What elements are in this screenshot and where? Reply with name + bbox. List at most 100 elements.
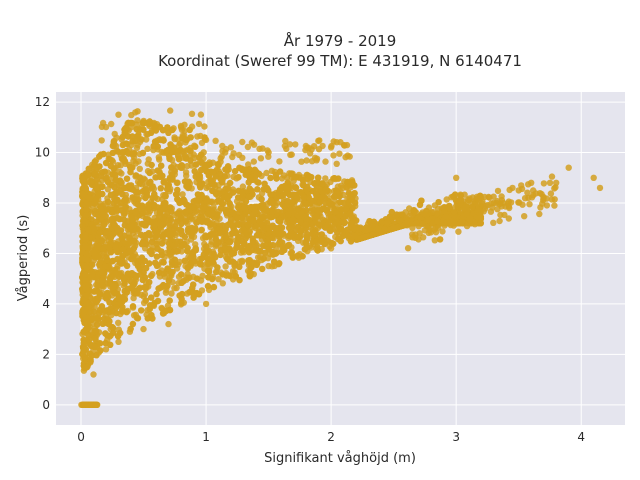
data-point [216,229,224,236]
data-point [134,315,142,322]
data-point [197,261,204,268]
data-point [84,171,92,179]
data-point [104,316,112,323]
data-point [252,222,260,230]
data-point [345,189,353,197]
data-point [153,253,161,260]
data-point [347,220,355,227]
data-point [209,259,217,266]
data-point [158,162,165,169]
data-point [89,261,96,268]
data-point [204,282,212,290]
data-point [215,276,222,283]
data-point [308,197,316,205]
data-point [226,179,234,187]
data-point [156,173,164,180]
data-point [263,206,270,213]
data-point [157,185,164,192]
data-point [104,256,111,264]
data-point [226,239,234,246]
data-point [184,162,191,170]
data-point [269,213,276,220]
data-point [178,299,185,307]
data-point [258,196,265,203]
data-point [331,208,338,215]
data-point [144,145,151,152]
data-point [172,191,180,198]
data-point [107,249,115,256]
data-point [156,269,163,276]
data-point [294,195,301,202]
data-point [160,216,167,223]
data-point [310,229,318,236]
data-point [93,327,100,335]
data-point [247,175,254,182]
data-point [119,252,127,260]
data-point [196,172,203,179]
data-point [148,161,155,169]
data-point [178,164,185,171]
data-point [79,222,86,229]
data-point [145,216,152,223]
data-point [229,222,236,229]
data-point [193,275,201,282]
data-point [148,238,156,246]
data-point [285,241,293,249]
data-point [178,271,185,278]
data-point [148,272,155,280]
data-point [302,186,309,194]
data-point [85,324,92,332]
data-point [209,275,216,283]
data-point [209,252,216,259]
data-point [101,229,109,236]
data-point [235,220,242,227]
data-point [128,255,135,263]
data-point [347,181,354,188]
data-point [133,189,140,196]
data-point [263,219,271,227]
chart-title-line1: År 1979 - 2019 [284,31,397,50]
data-point [221,226,229,234]
data-point [97,347,104,354]
data-point [130,294,137,302]
data-point [153,290,160,298]
data-point [129,320,137,328]
data-point [136,165,143,172]
data-point [222,248,230,256]
data-point [169,126,176,134]
data-point [203,196,211,204]
data-point [288,249,295,256]
data-point [102,330,109,337]
data-point [275,208,282,216]
data-point [203,254,210,261]
data-point [254,186,261,193]
data-point [117,300,124,307]
data-point [97,206,105,213]
data-point [263,169,270,177]
data-point [112,269,120,277]
data-point [275,217,282,224]
data-point [284,198,291,205]
data-point [154,204,162,211]
data-point [230,173,237,181]
data-point [327,214,334,221]
data-point [91,158,99,165]
data-point [146,118,153,125]
data-point [146,169,153,177]
data-point [122,204,129,211]
data-point [331,175,338,182]
data-point [267,191,274,198]
data-point [209,187,216,195]
data-point [246,272,253,279]
chart-title-line2: Koordinat (Sweref 99 TM): E 431919, N 61… [158,52,522,70]
data-point [133,196,140,203]
data-point [184,264,191,271]
data-point [187,254,194,261]
data-point [281,203,288,210]
data-point [151,190,158,198]
data-point [224,255,231,263]
data-point [203,168,210,175]
data-point [289,199,296,207]
data-point [95,296,102,303]
data-point [255,247,262,254]
